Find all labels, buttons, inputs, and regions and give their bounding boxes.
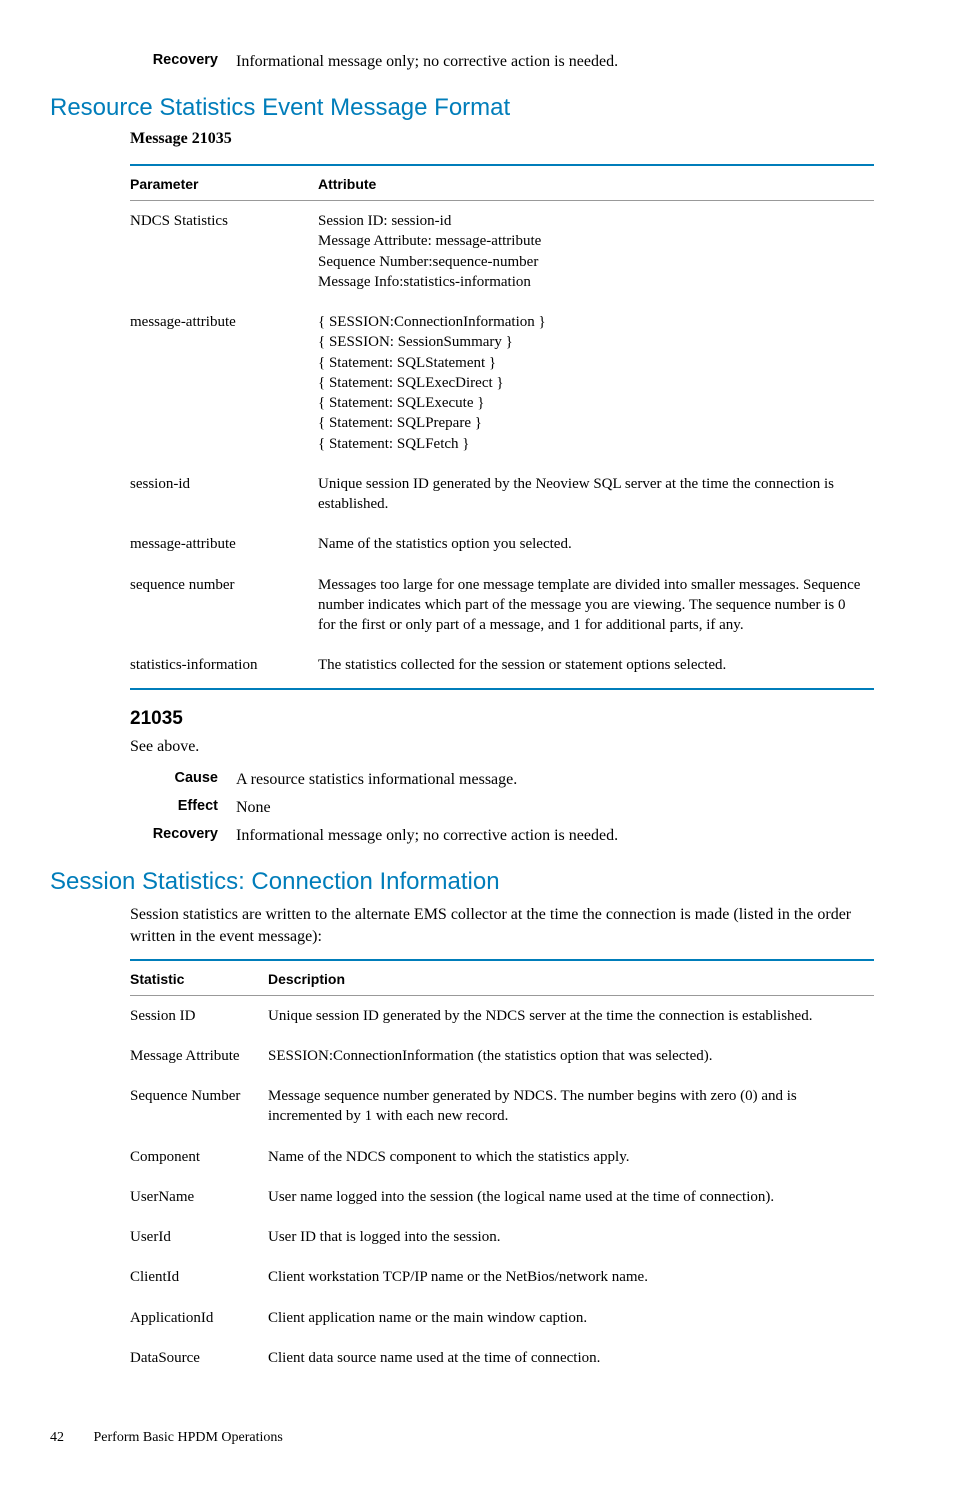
message-label: Message 21035 [130,130,874,148]
cell-stat: UserName [130,1177,268,1217]
definition-label: Effect [130,796,236,820]
table-row: DataSource Client data source name used … [130,1338,874,1380]
cell-stat: Sequence Number [130,1076,268,1137]
cell-desc: User name logged into the session (the l… [268,1177,874,1217]
cell-desc: Client data source name used at the time… [268,1338,874,1380]
table-row: Component Name of the NDCS component to … [130,1137,874,1177]
message-code: 21035 [130,708,874,730]
cell-param: NDCS Statistics [130,201,318,303]
table-header-row: Parameter Attribute [130,165,874,201]
cell-stat: UserId [130,1217,268,1257]
table-row: UserId User ID that is logged into the s… [130,1217,874,1257]
definition-row-effect: Effect None [130,796,874,820]
parameter-attribute-table: Parameter Attribute NDCS Statistics Sess… [130,164,874,688]
definition-row-recovery: Recovery Informational message only; no … [130,824,874,848]
definition-value: None [236,796,874,820]
table-row: statistics-information The statistics co… [130,645,874,687]
document-page: Recovery Informational message only; no … [0,0,954,1496]
definition-label: Cause [130,768,236,792]
section-heading-resource-statistics: Resource Statistics Event Message Format [50,94,874,122]
cell-attr: Unique session ID generated by the Neovi… [318,464,874,525]
section2-intro-block: Session statistics are written to the al… [130,904,874,949]
col-statistic: Statistic [130,960,268,996]
table-row: sequence number Messages too large for o… [130,565,874,646]
cell-desc: Client workstation TCP/IP name or the Ne… [268,1257,874,1297]
cell-desc: Message sequence number generated by NDC… [268,1076,874,1137]
cell-attr: Session ID: session-id Message Attribute… [318,201,874,303]
cell-stat: Component [130,1137,268,1177]
cell-stat: Message Attribute [130,1036,268,1076]
definition-row-recovery: Recovery Informational message only; no … [130,50,874,74]
table-row: ClientId Client workstation TCP/IP name … [130,1257,874,1297]
cell-param: statistics-information [130,645,318,687]
definition-value: Informational message only; no correctiv… [236,824,874,848]
see-above-text: See above. [130,736,874,758]
table-row: ApplicationId Client application name or… [130,1298,874,1338]
cell-stat: ClientId [130,1257,268,1297]
section-heading-session-statistics: Session Statistics: Connection Informati… [50,868,874,896]
cell-stat: DataSource [130,1338,268,1380]
code-block: 21035 See above. Cause A resource statis… [130,708,874,848]
cell-attr: { SESSION:ConnectionInformation } { SESS… [318,302,874,464]
table-row: message-attribute { SESSION:ConnectionIn… [130,302,874,464]
cell-stat: ApplicationId [130,1298,268,1338]
message-block: Message 21035 [130,130,874,148]
definition-value: A resource statistics informational mess… [236,768,874,792]
col-parameter: Parameter [130,165,318,201]
cell-stat: Session ID [130,995,268,1036]
table-2-wrap: Statistic Description Session ID Unique … [130,959,874,1381]
table-2-body: Session ID Unique session ID generated b… [130,995,874,1380]
table-header-row: Statistic Description [130,960,874,996]
table-1-bottom-border [130,688,874,690]
statistic-description-table: Statistic Description Session ID Unique … [130,959,874,1381]
table-row: message-attribute Name of the statistics… [130,524,874,564]
definition-value: Informational message only; no correctiv… [236,50,874,74]
table-row: NDCS Statistics Session ID: session-id M… [130,201,874,303]
cell-desc: Name of the NDCS component to which the … [268,1137,874,1177]
definition-label: Recovery [130,824,236,848]
section2-intro: Session statistics are written to the al… [130,904,874,949]
definition-label: Recovery [130,50,236,74]
cell-attr: Messages too large for one message templ… [318,565,874,646]
cell-desc: User ID that is logged into the session. [268,1217,874,1257]
col-description: Description [268,960,874,996]
definition-row-cause: Cause A resource statistics informationa… [130,768,874,792]
table-row: session-id Unique session ID generated b… [130,464,874,525]
table-1-body: NDCS Statistics Session ID: session-id M… [130,201,874,688]
cell-param: session-id [130,464,318,525]
cell-attr: The statistics collected for the session… [318,645,874,687]
cell-attr: Name of the statistics option you select… [318,524,874,564]
table-row: Sequence Number Message sequence number … [130,1076,874,1137]
page-number: 42 [50,1430,90,1446]
top-definition-block: Recovery Informational message only; no … [130,50,874,74]
chapter-title: Perform Basic HPDM Operations [94,1430,283,1445]
table-1-wrap: Parameter Attribute NDCS Statistics Sess… [130,164,874,688]
table-row: UserName User name logged into the sessi… [130,1177,874,1217]
table-row: Session ID Unique session ID generated b… [130,995,874,1036]
cell-param: sequence number [130,565,318,646]
table-row: Message Attribute SESSION:ConnectionInfo… [130,1036,874,1076]
cell-desc: SESSION:ConnectionInformation (the stati… [268,1036,874,1076]
page-footer: 42 Perform Basic HPDM Operations [50,1430,874,1446]
cell-param: message-attribute [130,302,318,464]
cell-param: message-attribute [130,524,318,564]
cell-desc: Client application name or the main wind… [268,1298,874,1338]
cell-desc: Unique session ID generated by the NDCS … [268,995,874,1036]
col-attribute: Attribute [318,165,874,201]
